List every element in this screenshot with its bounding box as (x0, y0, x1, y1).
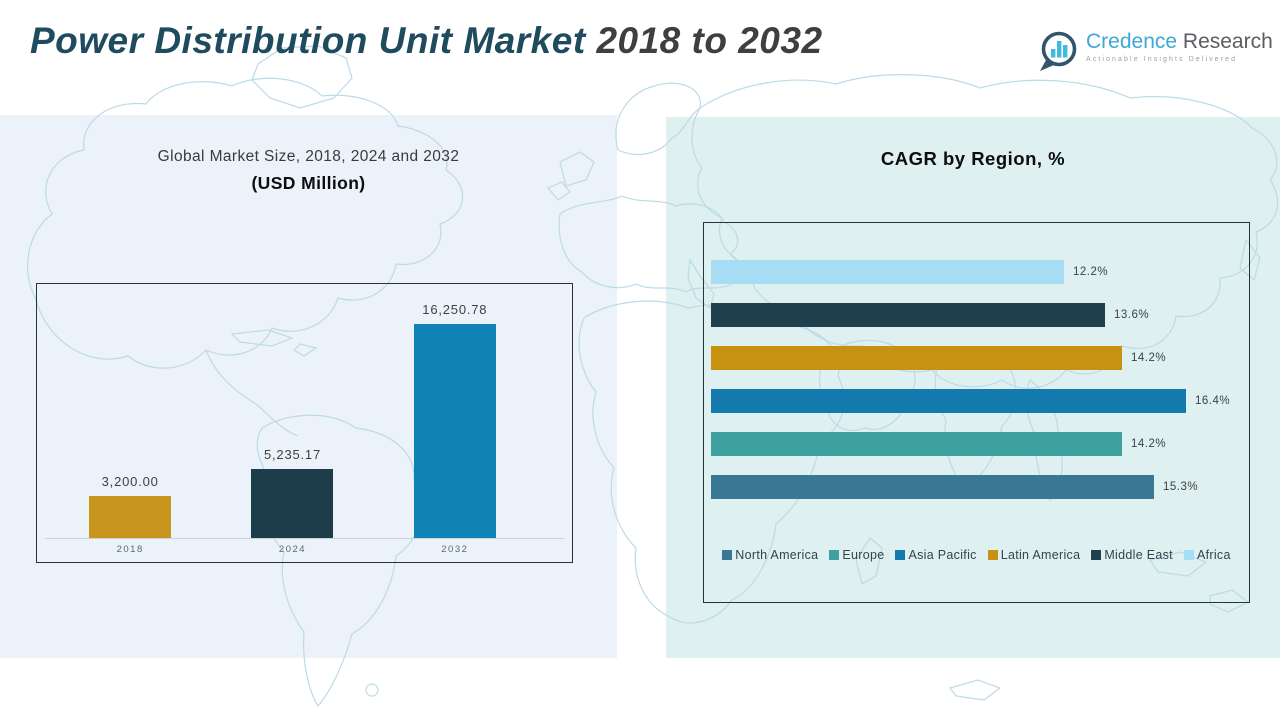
cagr-bar-latin-america (711, 345, 1122, 370)
market-size-ticks: 2018 2024 2032 (49, 538, 536, 555)
cagr-chart-title: CAGR by Region, % (880, 148, 1066, 169)
x-tick-2018: 2018 (116, 544, 144, 555)
bar-2024 (251, 469, 334, 538)
legend-item-africa: Africa (1183, 548, 1231, 562)
bar-value-label: 3,200.00 (101, 474, 159, 489)
page-title-range: 2018 to 2032 (596, 20, 823, 61)
logo-text: Credence Research Actionable Insights De… (1086, 30, 1273, 63)
market-size-chart-title-line2: (USD Million) (251, 173, 366, 193)
page-title: Power Distribution Unit Market 2018 to 2… (30, 20, 823, 62)
cagr-chart: 12.2% 13.6% 14.2% 16.4% 14.2% 15.3% North Ame… (703, 222, 1250, 603)
page-title-main: Power Distribution Unit Market (30, 20, 586, 61)
legend-label: Asia Pacific (908, 548, 977, 562)
logo-name-research: Research (1182, 30, 1273, 53)
cagr-value-label: 12.2% (1073, 265, 1109, 278)
cagr-value-label: 15.3% (1163, 480, 1199, 493)
cagr-bar-middle-east (711, 302, 1105, 327)
market-size-plot: 3,200.00 5,235.17 16,250.78 (49, 284, 536, 538)
cagr-legend: North America Europe Asia Pacific Latin Ame… (704, 548, 1249, 562)
cagr-row-europe: 14.2% (711, 422, 1249, 465)
legend-swatch-icon (829, 550, 840, 560)
market-size-x-axis-line (45, 538, 564, 539)
cagr-value-label: 13.6% (1114, 308, 1150, 321)
cagr-row-latin-america: 14.2% (711, 336, 1249, 379)
bar-2018 (89, 496, 172, 538)
logo-tagline: Actionable Insights Delivered (1086, 56, 1238, 63)
legend-swatch-icon (1091, 550, 1102, 560)
cagr-plot: 12.2% 13.6% 14.2% 16.4% 14.2% 15.3% (704, 223, 1249, 508)
bar-value-label: 16,250.78 (422, 302, 488, 317)
legend-item-latin-america: Latin America (987, 548, 1081, 562)
legend-label: North America (735, 548, 819, 562)
x-tick-2024: 2024 (278, 544, 307, 555)
bar-chart-bubble-icon (1040, 31, 1077, 71)
legend-label: Latin America (1000, 548, 1081, 562)
legend-item-middle-east: Middle East (1091, 548, 1173, 562)
bar-2032 (413, 324, 496, 538)
legend-item-europe: Europe (829, 548, 884, 562)
x-tick-2032: 2032 (441, 544, 469, 555)
market-size-chart: 3,200.00 5,235.17 16,250.78 2018 2024 2032 (36, 283, 573, 563)
cagr-bar-north-america (711, 474, 1154, 499)
legend-label: Europe (842, 548, 885, 562)
legend-swatch-icon (895, 550, 906, 560)
legend-swatch-icon (722, 550, 733, 560)
cagr-row-north-america: 15.3% (711, 465, 1249, 508)
cagr-row-middle-east: 13.6% (711, 293, 1249, 336)
legend-label: Africa (1196, 548, 1231, 562)
legend-swatch-icon (1183, 550, 1194, 560)
logo-name-credence: Credence (1086, 30, 1178, 53)
cagr-row-asia-pacific: 16.4% (711, 379, 1249, 422)
cagr-bar-europe (711, 431, 1122, 456)
legend-item-north-america: North America (722, 548, 818, 562)
legend-item-asia-pacific: Asia Pacific (895, 548, 976, 562)
cagr-value-label: 16.4% (1195, 394, 1231, 407)
market-size-chart-title: Global Market Size, 2018, 2024 and 2032 … (0, 148, 617, 194)
legend-swatch-icon (987, 550, 998, 560)
bar-value-label: 5,235.17 (263, 447, 321, 462)
cagr-bar-asia-pacific (711, 388, 1186, 413)
bar-column-2024: 5,235.17 (211, 447, 373, 538)
credence-research-logo: Credence Research Actionable Insights De… (1038, 30, 1273, 72)
market-size-chart-inner: 3,200.00 5,235.17 16,250.78 2018 2024 2032 (37, 284, 572, 562)
legend-label: Middle East (1104, 548, 1173, 562)
market-size-chart-title-line1: Global Market Size, 2018, 2024 and 2032 (157, 148, 460, 165)
logo-name: Credence Research (1086, 30, 1273, 54)
bar-column-2018: 3,200.00 (49, 474, 211, 538)
bar-column-2032: 16,250.78 (374, 302, 536, 538)
cagr-row-africa: 12.2% (711, 250, 1249, 293)
cagr-value-label: 14.2% (1131, 351, 1167, 364)
cagr-value-label: 14.2% (1131, 437, 1167, 450)
cagr-bar-africa (711, 259, 1064, 284)
